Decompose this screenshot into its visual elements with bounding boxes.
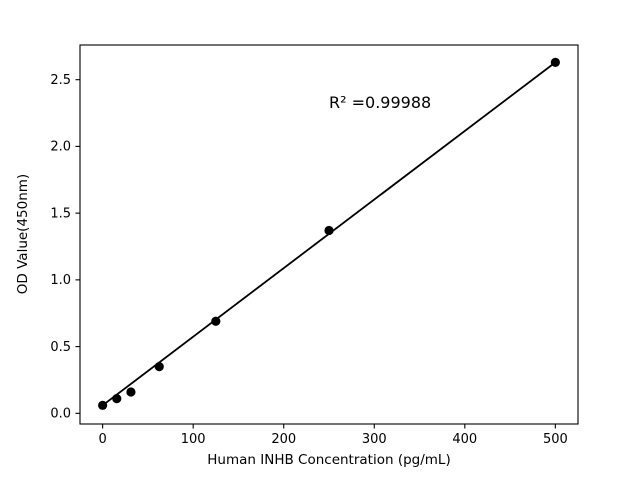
r-squared-annotation: R² =0.99988 [329,93,431,112]
data-point [126,387,136,397]
data-point [324,225,334,236]
x-tick-label: 0 [98,432,106,447]
x-tick-label: 400 [452,432,477,447]
data-point [112,394,122,404]
data-point [98,400,108,410]
data-point [211,316,221,326]
y-tick-label: 2.0 [50,140,71,155]
y-tick-label: 1.5 [50,206,71,221]
x-tick-label: 300 [362,432,387,447]
data-series [98,57,560,410]
x-axis-label: Human INHB Concentration (pg/mL) [207,452,450,468]
y-tick-label: 0.5 [50,340,71,355]
data-point [154,362,164,372]
data-point [550,57,560,67]
x-tick-label: 200 [271,432,296,447]
y-tick-label: 1.0 [50,273,71,288]
y-tick-label: 2.5 [50,73,71,88]
axis-ticks: 0 100 200 300 400 500 0.0 0.5 1.0 1.5 2.0 2.5 [50,73,567,447]
y-tick-label: 0.0 [50,407,71,422]
x-tick-label: 100 [181,432,206,447]
y-axis-label: OD Value(450nm) [15,174,31,294]
x-tick-label: 500 [543,432,568,447]
